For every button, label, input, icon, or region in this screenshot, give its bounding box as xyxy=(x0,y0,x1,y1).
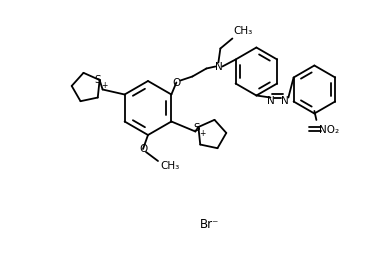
Text: N: N xyxy=(267,95,274,105)
Text: N: N xyxy=(214,61,222,71)
Text: O: O xyxy=(139,144,147,154)
Text: +: + xyxy=(101,81,108,91)
Text: N: N xyxy=(280,95,288,105)
Text: +: + xyxy=(199,130,206,138)
Text: O: O xyxy=(172,78,180,88)
Text: CH₃: CH₃ xyxy=(160,161,179,171)
Text: S: S xyxy=(193,123,200,133)
Text: S: S xyxy=(94,75,101,85)
Text: NO₂: NO₂ xyxy=(320,125,339,135)
Text: CH₃: CH₃ xyxy=(233,27,253,37)
Text: Br⁻: Br⁻ xyxy=(200,219,220,231)
